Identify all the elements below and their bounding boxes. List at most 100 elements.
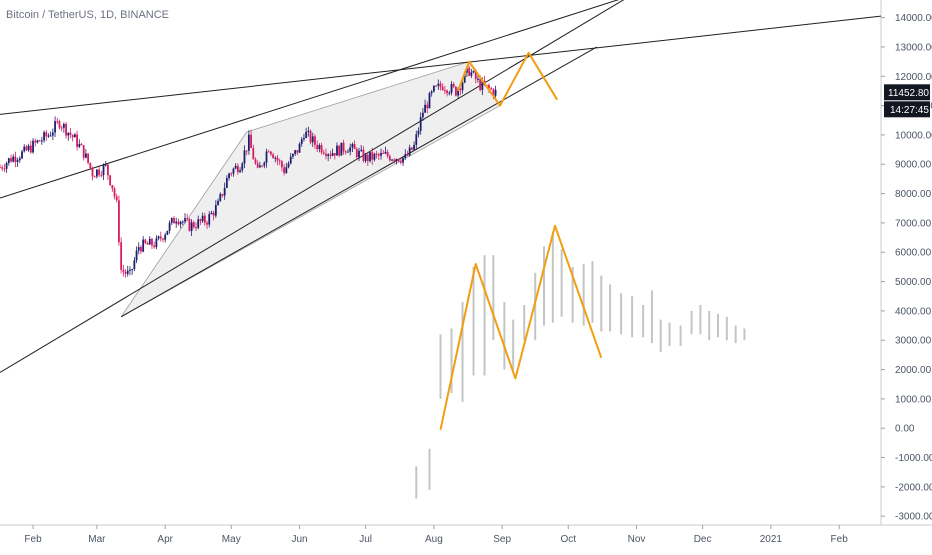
- candle-down: [91, 168, 94, 177]
- candle-up: [49, 135, 52, 137]
- candle-up: [5, 162, 8, 169]
- ghost-bar: [571, 266, 574, 323]
- candle-down: [252, 147, 255, 160]
- candle-up: [327, 154, 330, 157]
- ghost-bar: [620, 293, 623, 335]
- candle-down: [329, 154, 332, 156]
- candle-down: [45, 132, 48, 137]
- candle-up: [104, 164, 107, 166]
- candle-up: [219, 194, 222, 201]
- candle-down: [151, 238, 153, 246]
- candle-down: [118, 200, 120, 243]
- candle-up: [285, 167, 288, 174]
- candle-up: [133, 260, 136, 270]
- candle-up: [228, 173, 230, 179]
- ghost-bar: [428, 448, 431, 490]
- candle-up: [294, 150, 297, 154]
- candle-up: [428, 93, 431, 109]
- time-tick-label: Dec: [694, 534, 712, 545]
- candle-up: [360, 149, 363, 151]
- candle-up: [190, 222, 193, 231]
- candle-down: [236, 165, 239, 173]
- candle-down: [444, 90, 446, 92]
- ghost-bar: [690, 310, 693, 335]
- time-tick-label: 2021: [760, 534, 783, 545]
- candle-up: [126, 270, 129, 274]
- candle-up: [129, 269, 131, 271]
- candle-down: [338, 145, 341, 156]
- ghost-bar: [483, 255, 486, 376]
- ghost-bar: [659, 319, 662, 352]
- projection-group[interactable]: [439, 51, 603, 430]
- candle-up: [43, 132, 45, 141]
- ghost-bar: [415, 466, 418, 499]
- candle-up: [373, 153, 376, 160]
- candle-up: [305, 131, 308, 138]
- candle-up: [421, 112, 424, 118]
- candle-up: [384, 151, 387, 154]
- candle-down: [459, 88, 462, 91]
- trendline-2[interactable]: [0, 0, 659, 199]
- ghost-bar: [699, 305, 702, 335]
- ghost-bar: [582, 263, 585, 326]
- ghost-bars-group: [415, 231, 746, 499]
- candle-down: [333, 153, 336, 156]
- candle-down: [353, 144, 356, 150]
- price-badges: 11452.80 14:27:45: [884, 84, 930, 118]
- price-tick-label: 5000.00: [895, 277, 932, 288]
- candle-down: [281, 161, 283, 168]
- candle-down: [93, 176, 96, 178]
- candle-up: [472, 71, 475, 73]
- candle-up: [300, 139, 303, 144]
- candle-down: [195, 227, 197, 229]
- candle-up: [142, 239, 145, 252]
- ghost-bar: [725, 316, 728, 341]
- candle-down: [221, 194, 224, 196]
- trendline-3[interactable]: [0, 0, 645, 373]
- candle-down: [109, 175, 112, 186]
- last-price-badge: [884, 84, 930, 101]
- time-tick-label: Apr: [157, 534, 173, 545]
- candle-up: [23, 146, 26, 152]
- candle-down: [144, 239, 147, 244]
- candle-up: [289, 156, 292, 164]
- candle-up: [404, 154, 407, 158]
- candle-up: [27, 145, 30, 151]
- trendline-4[interactable]: [120, 46, 598, 318]
- candle-down: [146, 243, 149, 245]
- candle-up: [184, 218, 186, 222]
- time-axis[interactable]: Feb Mar Apr May Jun Jul Aug Sep Oct Nov Dec 2021 Feb: [24, 525, 848, 545]
- candle-down: [452, 84, 455, 87]
- candle-down: [115, 196, 118, 201]
- candle-down: [261, 165, 263, 167]
- trendline-1[interactable]: [0, 15, 882, 115]
- candle-down: [492, 89, 495, 96]
- candle-down: [188, 218, 191, 231]
- candle-down: [14, 156, 17, 162]
- ghost-bar: [631, 296, 634, 338]
- candle-up: [40, 140, 43, 142]
- trendlines-group[interactable]: [0, 0, 882, 373]
- candle-down: [162, 238, 164, 240]
- candle-down: [388, 156, 391, 161]
- candle-down: [76, 134, 78, 147]
- last-price-text: 11452.80: [888, 88, 929, 99]
- candle-down: [278, 160, 281, 162]
- candle-up: [450, 84, 453, 93]
- projection-path-bottom[interactable]: [439, 224, 603, 430]
- candle-up: [336, 145, 338, 156]
- candle-down: [439, 83, 442, 87]
- projection-path-top[interactable]: [457, 51, 559, 107]
- candle-up: [239, 170, 241, 173]
- candle-up: [78, 143, 81, 147]
- candle-down: [362, 149, 365, 161]
- candle-down: [120, 242, 123, 270]
- time-tick-label: Mar: [88, 534, 106, 545]
- candle-up: [181, 221, 184, 223]
- candle-down: [122, 269, 125, 272]
- candle-up: [201, 215, 204, 222]
- price-tick-label: 9000.00: [895, 160, 932, 171]
- candle-down: [192, 222, 195, 228]
